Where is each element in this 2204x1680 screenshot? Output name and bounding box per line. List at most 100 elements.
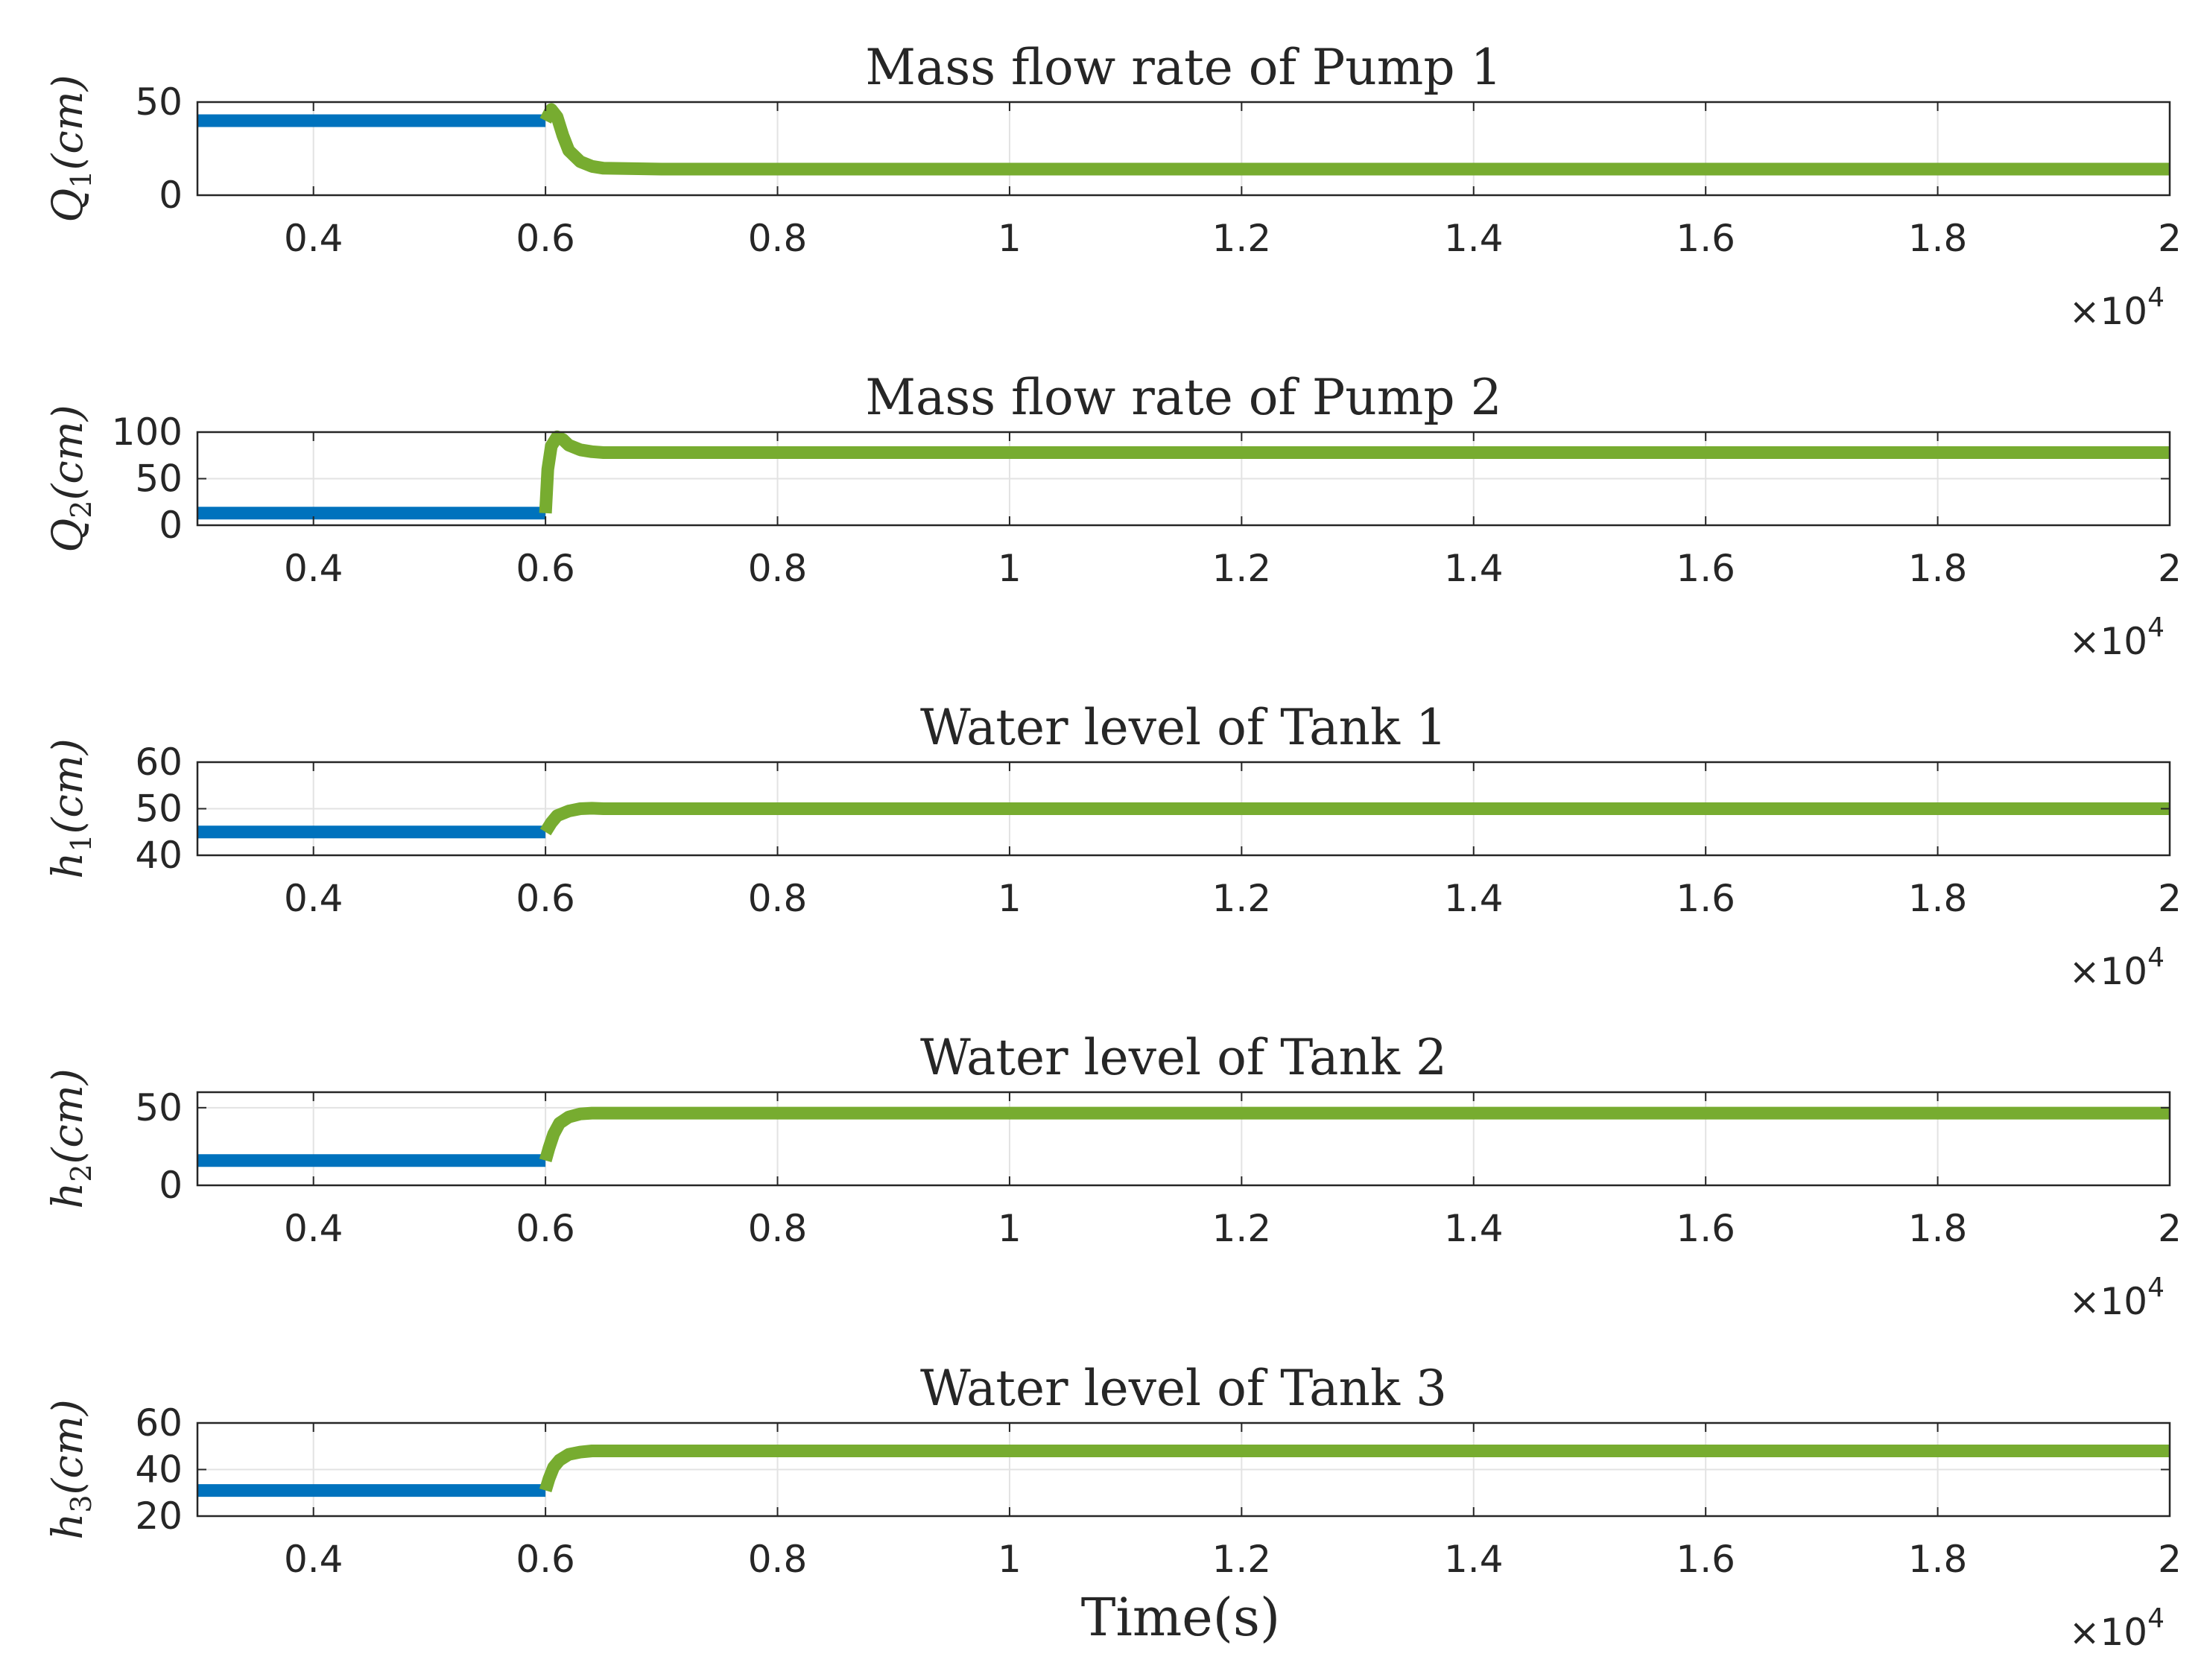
subplot-title: Water level of Tank 3 — [920, 1360, 1447, 1417]
x-tick-label: 2 — [2158, 217, 2182, 260]
subplot-4: 0.4 0.6 0.8 1 1.2 1.4 1.6 1.8 2 0 50 Water level of… — [44, 1029, 2182, 1323]
y-label-subscript: 1 — [65, 171, 98, 188]
x-multiplier-base: ×10 — [2069, 620, 2148, 663]
x-multiplier-label: ×104 — [2069, 942, 2165, 993]
y-label-symbol: h — [44, 852, 92, 879]
x-tick-label: 1.8 — [1908, 1207, 1968, 1250]
y-tick-label: 0 — [159, 504, 183, 547]
x-multiplier-exponent: 4 — [2147, 942, 2165, 973]
y-label-symbol: h — [44, 1513, 92, 1540]
x-tick-label: 1.4 — [1444, 547, 1504, 590]
x-tick-label: 0.6 — [516, 547, 575, 590]
axes-box — [196, 101, 2171, 197]
y-axis-label: Q1(cm) — [44, 75, 98, 222]
series-line-after-switch — [539, 802, 2170, 836]
x-tick-label: 0.8 — [748, 547, 808, 590]
x-tick-label: 1.4 — [1444, 1538, 1504, 1581]
x-multiplier-base: ×10 — [2069, 1280, 2148, 1323]
x-multiplier-base: ×10 — [2069, 290, 2148, 333]
series-line-after-switch — [539, 103, 2170, 176]
x-tick-label: 1.8 — [1908, 877, 1968, 920]
x-tick-label: 2 — [2158, 1207, 2182, 1250]
x-tick-label: 1 — [998, 547, 1022, 590]
x-multiplier-label: ×104 — [2069, 612, 2165, 663]
x-multiplier-exponent: 4 — [2147, 1272, 2165, 1303]
x-tick-label: 1 — [998, 1207, 1022, 1250]
x-tick-label: 1 — [998, 877, 1022, 920]
x-tick-label: 1.2 — [1212, 547, 1272, 590]
subplot-title: Mass flow rate of Pump 1 — [865, 39, 1501, 96]
y-label-subscript: 1 — [65, 834, 98, 852]
x-tick-label: 0.8 — [748, 1207, 808, 1250]
x-tick-label: 1.8 — [1908, 217, 1968, 260]
series-line-after-switch — [539, 1445, 2170, 1493]
x-multiplier-exponent: 4 — [2147, 612, 2165, 643]
x-tick-label: 1.2 — [1212, 877, 1272, 920]
x-tick-label: 0.6 — [516, 877, 575, 920]
x-tick-label: 0.4 — [284, 217, 343, 260]
x-tick-label: 0.4 — [284, 1538, 343, 1581]
y-axis-label: Q2(cm) — [44, 405, 98, 552]
y-label-symbol: Q — [44, 188, 92, 223]
y-axis-label: h1(cm) — [44, 738, 98, 878]
x-tick-label: 1.8 — [1908, 547, 1968, 590]
x-tick-label: 0.4 — [284, 1207, 343, 1250]
x-tick-label: 2 — [2158, 1538, 2182, 1581]
x-tick-label: 0.8 — [748, 217, 808, 260]
y-tick-label: 0 — [159, 1164, 183, 1207]
y-tick-label: 100 — [112, 411, 183, 454]
y-tick-label: 0 — [159, 174, 183, 217]
y-tick-label: 60 — [135, 741, 183, 784]
y-tick-label: 50 — [135, 80, 183, 124]
x-multiplier-exponent: 4 — [2147, 1603, 2165, 1634]
x-tick-label: 1.2 — [1212, 1538, 1272, 1581]
x-tick-label: 0.4 — [284, 877, 343, 920]
x-tick-label: 1.6 — [1676, 1207, 1735, 1250]
x-multiplier-base: ×10 — [2069, 950, 2148, 993]
x-multiplier-label: ×104 — [2069, 282, 2165, 333]
x-tick-label: 1.8 — [1908, 1538, 1968, 1581]
y-label-symbol: Q — [44, 519, 92, 553]
y-tick-label: 50 — [135, 457, 183, 501]
x-tick-label: 0.6 — [516, 217, 575, 260]
x-tick-label: 1.6 — [1676, 217, 1735, 260]
x-tick-label: 0.8 — [748, 1538, 808, 1581]
x-multiplier-label: ×104 — [2069, 1272, 2165, 1323]
y-label-unit: (cm) — [44, 405, 92, 500]
y-label-unit: (cm) — [44, 1068, 92, 1164]
subplot-title: Water level of Tank 1 — [920, 699, 1447, 756]
x-tick-label: 1.2 — [1212, 1207, 1272, 1250]
y-tick-label: 50 — [135, 787, 183, 831]
series-line-after-switch — [539, 430, 2170, 514]
subplot-1: 0.4 0.6 0.8 1 1.2 1.4 1.6 1.8 2 0 50 Mass flow rate… — [44, 39, 2182, 333]
series-line-after-switch — [539, 1106, 2170, 1163]
x-tick-label: 1.6 — [1676, 1538, 1735, 1581]
y-axis-label: h3(cm) — [44, 1399, 98, 1539]
x-tick-label: 1.4 — [1444, 217, 1504, 260]
x-tick-label: 1.4 — [1444, 1207, 1504, 1250]
y-label-unit: (cm) — [44, 1399, 92, 1494]
axes-box — [196, 1091, 2171, 1187]
y-tick-label: 40 — [135, 834, 183, 877]
x-tick-label: 1 — [998, 217, 1022, 260]
y-label-subscript: 2 — [65, 1164, 98, 1182]
y-tick-label: 20 — [135, 1494, 183, 1538]
y-label-unit: (cm) — [44, 75, 92, 170]
x-tick-label: 2 — [2158, 877, 2182, 920]
x-axis-label: Time(s) — [1081, 1587, 1280, 1648]
x-tick-label: 1.6 — [1676, 547, 1735, 590]
x-tick-label: 1 — [998, 1538, 1022, 1581]
y-axis-label: h2(cm) — [44, 1068, 98, 1208]
y-tick-label: 60 — [135, 1401, 183, 1445]
y-label-symbol: h — [44, 1182, 92, 1209]
x-tick-label: 0.8 — [748, 877, 808, 920]
y-label-subscript: 3 — [65, 1494, 98, 1512]
x-tick-label: 1.4 — [1444, 877, 1504, 920]
x-multiplier-base: ×10 — [2069, 1611, 2148, 1654]
x-tick-label: 0.6 — [516, 1207, 575, 1250]
